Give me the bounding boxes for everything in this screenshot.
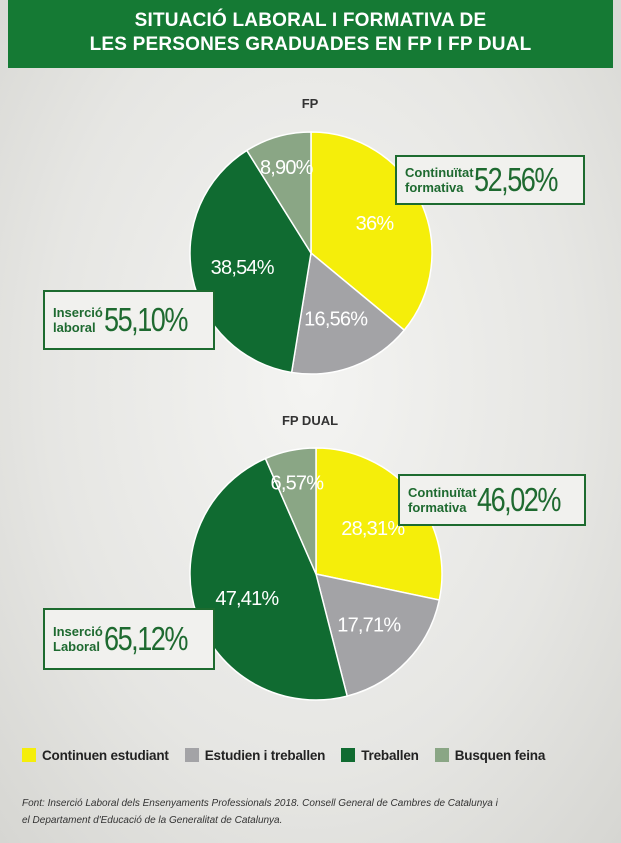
pie-title-fp: FP	[301, 96, 319, 111]
callout-value: 52,56%	[473, 161, 558, 198]
legend-swatch	[22, 748, 36, 762]
pie-slice-label: 47,41%	[215, 588, 279, 610]
callout-insercio-fp: Inserció laboral 55,10%	[43, 290, 215, 350]
callout-value: 55,10%	[103, 301, 188, 338]
legend-item-continuen-estudiant: Continuen estudiant	[22, 748, 169, 763]
pie-slice-busquen-feina	[245, 131, 312, 256]
legend-item-treballen: Treballen	[341, 747, 419, 763]
pie-slice-label: 6,57%	[271, 473, 325, 495]
callout-continuitat-fp: Continuïtat formativa 52,56%	[395, 155, 585, 205]
callout-value: 46,02%	[476, 481, 561, 518]
legend: Continuen estudiant Estudien i treballen…	[22, 744, 612, 766]
legend-label: Continuen estudiant	[42, 747, 169, 763]
pie-slice-label: 17,71%	[337, 615, 401, 637]
legend-swatch	[341, 748, 356, 762]
title-line-1: SITUACIÓ LABORAL I FORMATIVA DE	[134, 10, 487, 31]
title-line-2: LES PERSONES GRADUADES EN FP I FP DUAL	[89, 34, 532, 55]
pie-slice-busquen-feina	[264, 447, 317, 575]
callout-value: 65,12%	[103, 620, 188, 657]
header-banner: SITUACIÓ LABORAL I FORMATIVA DE LES PERS…	[8, 0, 613, 68]
source-note: Font: Inserció Laboral dels Ensenyaments…	[22, 798, 498, 826]
legend-item-estudien-i-treballen: Estudien i treballen	[184, 747, 326, 763]
callout-label: Inserció Laboral	[53, 624, 103, 654]
callout-label: Continuïtat formativa	[405, 165, 474, 195]
pie-slice-label: 36%	[356, 213, 395, 235]
pie-slice-label: 8,90%	[260, 157, 314, 179]
pie-chart-fp: 36% 16,56% 38,54% 8,90%	[189, 131, 433, 375]
legend-item-busquen-feina: Busquen feina	[434, 747, 546, 763]
pie-chart-fp-dual: 28,31% 17,71% 47,41% 6,57%	[189, 447, 443, 701]
pie-slice-estudien-i-treballen	[314, 573, 441, 697]
legend-label: Treballen	[361, 747, 419, 763]
pie-slice-label: 16,56%	[304, 309, 368, 331]
legend-swatch	[184, 748, 199, 762]
legend-label: Estudien i treballen	[204, 747, 326, 763]
pie-slice-label: 28,31%	[341, 518, 405, 540]
pie-title-fp-dual: FP DUAL	[281, 413, 339, 428]
legend-label: Busquen feina	[454, 747, 546, 763]
pie-slice-estudien-i-treballen	[290, 251, 406, 375]
callout-insercio-fp-dual: Inserció Laboral 65,12%	[43, 608, 215, 670]
pie-slice-label: 38,54%	[211, 257, 275, 279]
legend-swatch	[434, 748, 449, 762]
callout-continuitat-fp-dual: Continuïtat formativa 46,02%	[398, 474, 586, 526]
callout-label: Continuïtat formativa	[408, 485, 477, 515]
callout-label: Inserció laboral	[53, 305, 103, 335]
